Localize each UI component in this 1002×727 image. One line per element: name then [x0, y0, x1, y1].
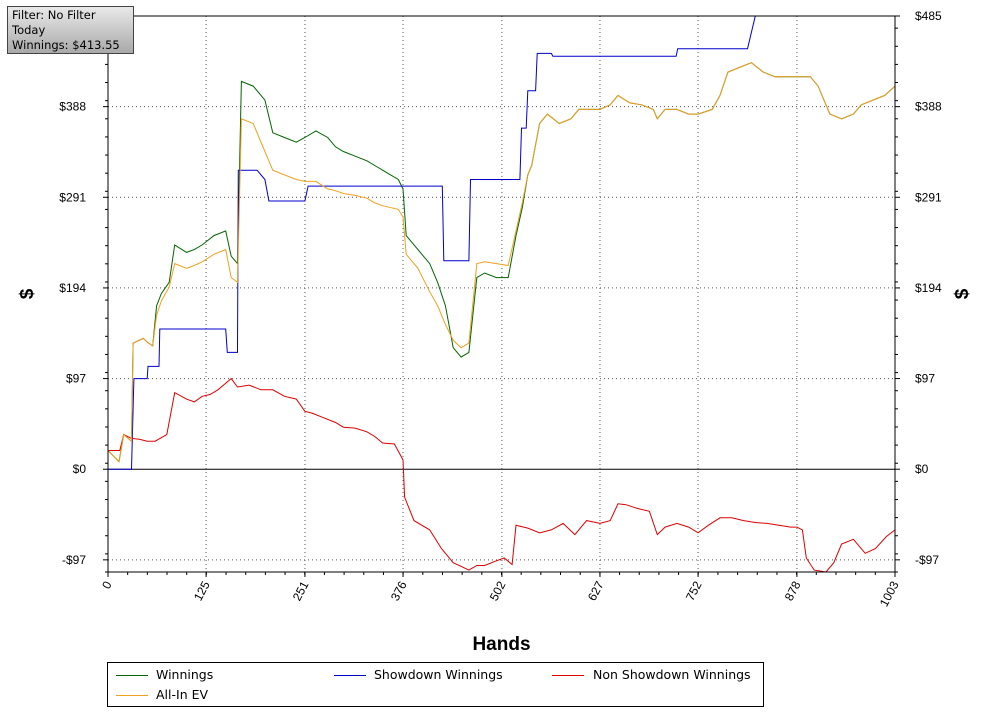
legend-label-showdown: Showdown Winnings — [374, 667, 503, 682]
plot-border — [107, 15, 896, 573]
chart-legend: Winnings Showdown Winnings Non Showdown … — [107, 662, 764, 707]
y-tick-label-left: $194 — [59, 281, 86, 295]
series-line-non-showdown-winnings — [108, 377, 896, 573]
x-tick-label: 878 — [782, 579, 804, 604]
legend-swatch-showdown — [334, 675, 366, 676]
x-axis-title: Hands — [472, 634, 530, 655]
y-tick-label-right: $97 — [915, 372, 935, 386]
series-line-showdown-winnings — [108, 15, 756, 470]
legend-swatch-non-showdown — [552, 675, 584, 676]
legend-swatch-all-in-ev — [116, 695, 148, 696]
y-tick-label-right: $0 — [915, 462, 929, 476]
x-tick-label: 502 — [487, 579, 509, 604]
y-axis-title-right: $ — [952, 288, 973, 299]
y-tick-label-right: $485 — [915, 9, 942, 23]
y-tick-label-right: $194 — [915, 281, 942, 295]
x-tick-label: 251 — [290, 579, 312, 604]
winnings-total-label: Winnings: $413.55 — [12, 38, 120, 52]
x-tick-label: 752 — [683, 579, 705, 604]
y-tick-label-left: $0 — [73, 462, 87, 476]
legend-label-non-showdown: Non Showdown Winnings — [593, 667, 751, 682]
y-tick-label-left: -$97 — [62, 553, 86, 567]
legend-label-all-in-ev: All-In EV — [156, 687, 209, 702]
x-tick-label: 376 — [388, 579, 410, 604]
filter-info-box: Filter: No Filter Today Winnings: $413.5… — [7, 6, 134, 54]
legend-swatch-winnings — [116, 675, 148, 676]
y-tick-label-left: $97 — [66, 372, 86, 386]
y-axis-title-left: $ — [17, 288, 38, 299]
legend-label-winnings: Winnings — [156, 667, 214, 682]
y-tick-label-right: $388 — [915, 100, 942, 114]
y-tick-label-right: $291 — [915, 190, 942, 204]
y-tick-label-left: $291 — [59, 190, 86, 204]
period-label: Today — [12, 23, 46, 37]
x-tick-label: 1003 — [877, 579, 902, 609]
x-tick-label: 627 — [585, 579, 607, 604]
x-tick-label: 0 — [99, 579, 115, 592]
filter-label: Filter: No Filter — [12, 8, 96, 22]
y-tick-label-left: $388 — [59, 100, 86, 114]
x-tick-label: 125 — [191, 579, 213, 604]
series-line-all-in-ev — [107, 62, 896, 463]
y-tick-label-right: -$97 — [915, 553, 939, 567]
